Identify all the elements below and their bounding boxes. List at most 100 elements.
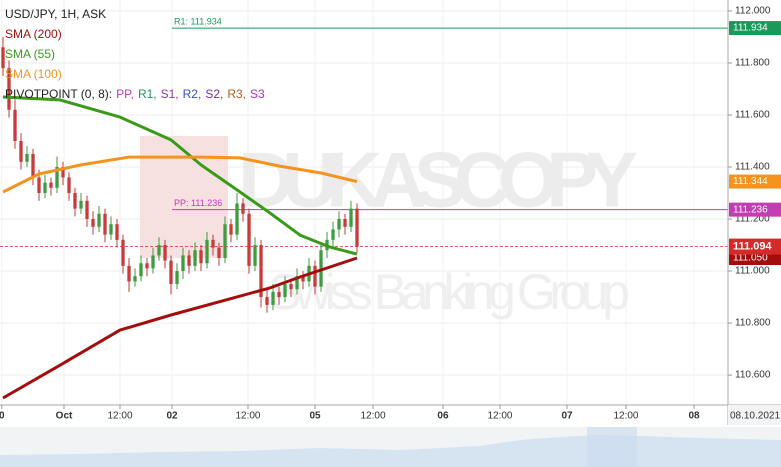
candle-body [43,182,47,194]
candle-body [265,297,269,305]
candle-body [13,109,17,141]
x-tick-label: 08 [688,411,700,422]
candle-body [259,245,263,298]
candle-body [181,255,185,272]
candle-body [133,276,137,282]
y-tick-label: 111.200 [735,214,770,225]
watermark: DUKASCOPY Swiss Banking Group [140,136,638,320]
candle-body [277,291,281,298]
candle-body [217,247,221,259]
y-tick-label: 112.000 [735,6,771,17]
legend-entry: SMA (200) [5,27,62,41]
legend-pivot-item: S2, [205,87,223,101]
y-tick-label: 111.000 [735,266,770,277]
date-stamp: 08.10.2021 [730,411,780,422]
legend-pivot-item: R1, [138,87,157,101]
candle-body [7,68,11,110]
candle-body [193,250,197,266]
pivot-tag-label: 111.934 [733,23,768,34]
candle-body [349,208,353,227]
candle-body [85,200,89,220]
legend-pivot-title: PIVOTPOINT (0, 8): [5,87,112,101]
legend-pivot-item: R2, [183,87,202,101]
plot: R1: 111.934 PP: 111.236 [0,16,728,400]
candle-body [97,213,101,227]
pivot-tag [729,21,781,36]
pivot-tag-label: 111.236 [733,204,768,215]
candle-body [127,265,131,282]
legend-pivot-item: PP, [116,87,134,101]
candle-body [337,219,341,230]
candle-body [355,208,359,247]
legend-title: USD/JPY, 1H, ASK [5,7,106,21]
y-tick-label: 110.800 [735,318,771,329]
x-tick-label: 12:00 [361,411,386,422]
navigator-area [0,435,781,467]
candle-body [157,245,161,256]
candle-body [235,203,239,235]
candle-body [271,291,275,305]
candle-body [67,177,71,194]
candle-body [253,245,257,266]
candle-body [313,265,317,287]
candle-body [295,276,299,290]
date-stamp-box [728,405,781,425]
candle-body [283,284,287,298]
candle-body [211,239,215,248]
candle-body [343,219,347,227]
candle-body [121,239,125,266]
candle-body [109,224,113,235]
x-tick-label: 02 [166,411,178,422]
y-tick-label: 110.600 [735,370,771,381]
candle-body [1,47,5,69]
legend-pivot-item: S3 [250,87,265,101]
y-tick-label: 111.600 [735,110,770,121]
legend-pivot-item: S1, [161,87,179,101]
legend-entry: SMA (100) [5,67,62,81]
candle-body [331,229,335,240]
x-tick-label: 12:00 [487,411,512,422]
candle-body [199,250,203,264]
candle-body [49,182,53,188]
legend-entry: SMA (55) [5,47,55,61]
axes: 110.600 110.800 111.000 111.200 111.400 111.6… [0,6,781,425]
x-tick-label: 12:00 [613,411,638,422]
x-tick-label: 12:00 [235,411,260,422]
candle-body [301,276,305,282]
candle-body [247,213,251,266]
candle-body [103,213,107,235]
sma-line [2,155,358,194]
watermark-sub: Swiss Banking Group [268,264,630,320]
x-tick-label: 07 [561,411,573,422]
y-tick-label: 111.800 [735,58,770,69]
sma-tag-label: 111.344 [733,176,768,187]
candle-body [79,200,83,209]
candle-body [241,203,245,214]
candle-body [19,140,23,162]
candle-body [139,263,143,277]
sma-line [2,95,358,256]
candle-body [229,224,233,235]
legend-pivot-item: R3, [227,87,246,101]
candle-body [55,166,59,188]
x-tick-label: 0 [0,411,5,422]
legend-pivot: PIVOTPOINT (0, 8): PP, R1, S1, R2, S2, R3, S3 [5,87,265,101]
legend: USD/JPY, 1H, ASK SMA (200) SMA (55) SMA (10… [5,7,265,101]
candle-body [145,263,149,269]
navigator-window [587,427,637,467]
watermark-brand: DUKASCOPY [238,136,638,224]
x-tick-label: 05 [309,411,321,422]
candle-body [31,153,35,178]
candle-body [115,224,119,240]
current-price-tag [729,238,781,255]
current-price-tag-label: 111.094 [733,240,772,252]
candle-body [169,260,173,285]
y-tick-label: 111.400 [735,162,770,173]
candle-body [73,193,77,209]
x-tick-label: Oct [56,411,73,422]
x-tick-label: 06 [437,411,449,422]
sma-tag-label: 111.050 [733,253,768,264]
